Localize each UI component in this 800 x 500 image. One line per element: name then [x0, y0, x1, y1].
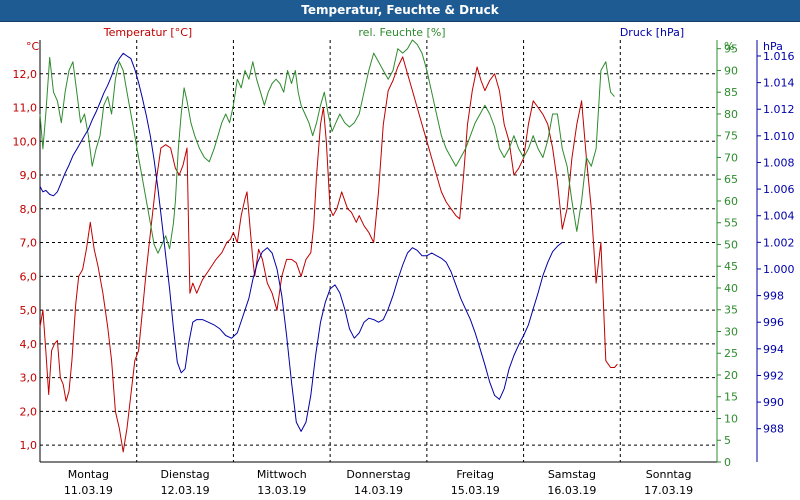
- humidity-unit: %: [724, 40, 734, 53]
- chart: 1,02,03,04,05,06,07,08,09,010,011,012,0 …: [13, 26, 795, 497]
- day-label: Sonntag: [646, 468, 692, 481]
- temp-tick-label: 3,0: [20, 372, 38, 385]
- plot-frame: [39, 40, 758, 463]
- series-lines: [39, 39, 618, 453]
- humidity-tick-label: 10: [724, 412, 738, 425]
- humidity-tick-label: 35: [724, 304, 738, 317]
- date-label: 14.03.19: [354, 484, 403, 497]
- pressure-tick-label: 996: [763, 316, 784, 329]
- pressure-tick-label: 988: [763, 423, 784, 436]
- humidity-tick-label: 60: [724, 195, 738, 208]
- humidity-tick-label: 5: [724, 434, 731, 447]
- pressure-tick-label: 1.008: [763, 156, 795, 169]
- humidity-tick-label: 0: [724, 456, 731, 469]
- humidity-tick-label: 15: [724, 391, 738, 404]
- humidity-tick-label: 80: [724, 108, 738, 121]
- pressure-tick-label: 1.012: [763, 103, 795, 116]
- title-bar: [0, 0, 800, 22]
- date-label: 17.03.19: [644, 484, 693, 497]
- humidity-tick-label: 20: [724, 369, 738, 382]
- pressure-axis-title: Druck [hPa]: [620, 26, 684, 39]
- x-axis: Montag 11.03.19 Dienstag 12.03.19 Mittwoch 13…: [64, 468, 693, 497]
- date-label: 15.03.19: [451, 484, 500, 497]
- humidity-tick-label: 50: [724, 238, 738, 251]
- pressure-tick-label: 1.010: [763, 130, 795, 143]
- date-label: 16.03.19: [547, 484, 596, 497]
- pressure-unit: hPa: [763, 40, 783, 53]
- temp-tick-label: 5,0: [20, 304, 38, 317]
- temp-tick-label: 1,0: [20, 439, 38, 452]
- pressure-tick-label: 992: [763, 369, 784, 382]
- temp-tick-label: 10,0: [13, 135, 38, 148]
- temp-tick-label: 2,0: [20, 405, 38, 418]
- day-label: Donnerstag: [346, 468, 410, 481]
- humidity-tick-label: 85: [724, 86, 738, 99]
- humidity-axis: 0 5 10 15 20 25 30 35 40 45 50 55 60 65 70 75 80 85 90 95: [717, 43, 738, 469]
- pressure-tick-label: 1.000: [763, 263, 795, 276]
- chart-title: Temperatur, Feuchte & Druck: [301, 3, 499, 17]
- humidity-tick-label: 90: [724, 64, 738, 77]
- humidity-tick-label: 70: [724, 151, 738, 164]
- temp-tick-label: 4,0: [20, 338, 38, 351]
- date-label: 11.03.19: [64, 484, 113, 497]
- axis-titles: Temperatur [°C] rel. Feuchte [%] Druck […: [26, 26, 783, 53]
- humidity-tick-label: 95: [724, 43, 738, 56]
- pressure-line: [39, 52, 563, 432]
- humidity-tick-label: 30: [724, 325, 738, 338]
- pressure-tick-label: 998: [763, 290, 784, 303]
- pressure-tick-label: 1.014: [763, 77, 795, 90]
- date-label: 13.03.19: [257, 484, 306, 497]
- humidity-tick-label: 40: [724, 282, 738, 295]
- pressure-axis: 988 990 992 994 996 998 1.000 1.002 1.004 1.006 1.…: [757, 50, 795, 436]
- temp-tick-label: 6,0: [20, 270, 38, 283]
- date-label: 12.03.19: [161, 484, 210, 497]
- day-label: Dienstag: [161, 468, 210, 481]
- temp-tick-label: 8,0: [20, 203, 38, 216]
- humidity-tick-label: 25: [724, 347, 738, 360]
- pressure-tick-label: 1.006: [763, 183, 795, 196]
- temperature-unit: °C: [26, 40, 40, 53]
- humidity-axis-title: rel. Feuchte [%]: [358, 26, 445, 39]
- humidity-line: [39, 39, 615, 254]
- pressure-tick-label: 1.002: [763, 236, 795, 249]
- temp-tick-label: 7,0: [20, 237, 38, 250]
- day-label: Samstag: [548, 468, 596, 481]
- humidity-tick-label: 45: [724, 260, 738, 273]
- temperature-axis: 1,0 2,0 3,0 4,0 5,0 6,0 7,0 8,0 9,0 10,0 11,0 12,0: [13, 68, 38, 452]
- pressure-tick-label: 1.004: [763, 210, 795, 223]
- humidity-tick-label: 55: [724, 217, 738, 230]
- day-label: Mittwoch: [257, 468, 307, 481]
- pressure-tick-label: 994: [763, 343, 784, 356]
- grid: [40, 40, 717, 462]
- pressure-tick-label: 990: [763, 396, 784, 409]
- day-label: Montag: [68, 468, 109, 481]
- temp-tick-label: 9,0: [20, 169, 38, 182]
- pressure-tick-label: 1.016: [763, 50, 795, 63]
- humidity-tick-label: 75: [724, 130, 738, 143]
- day-label: Freitag: [456, 468, 494, 481]
- temperature-axis-title: Temperatur [°C]: [103, 26, 192, 39]
- temp-tick-label: 12,0: [13, 68, 38, 81]
- temp-tick-label: 11,0: [13, 102, 38, 115]
- temperature-line: [39, 56, 618, 453]
- humidity-tick-label: 65: [724, 173, 738, 186]
